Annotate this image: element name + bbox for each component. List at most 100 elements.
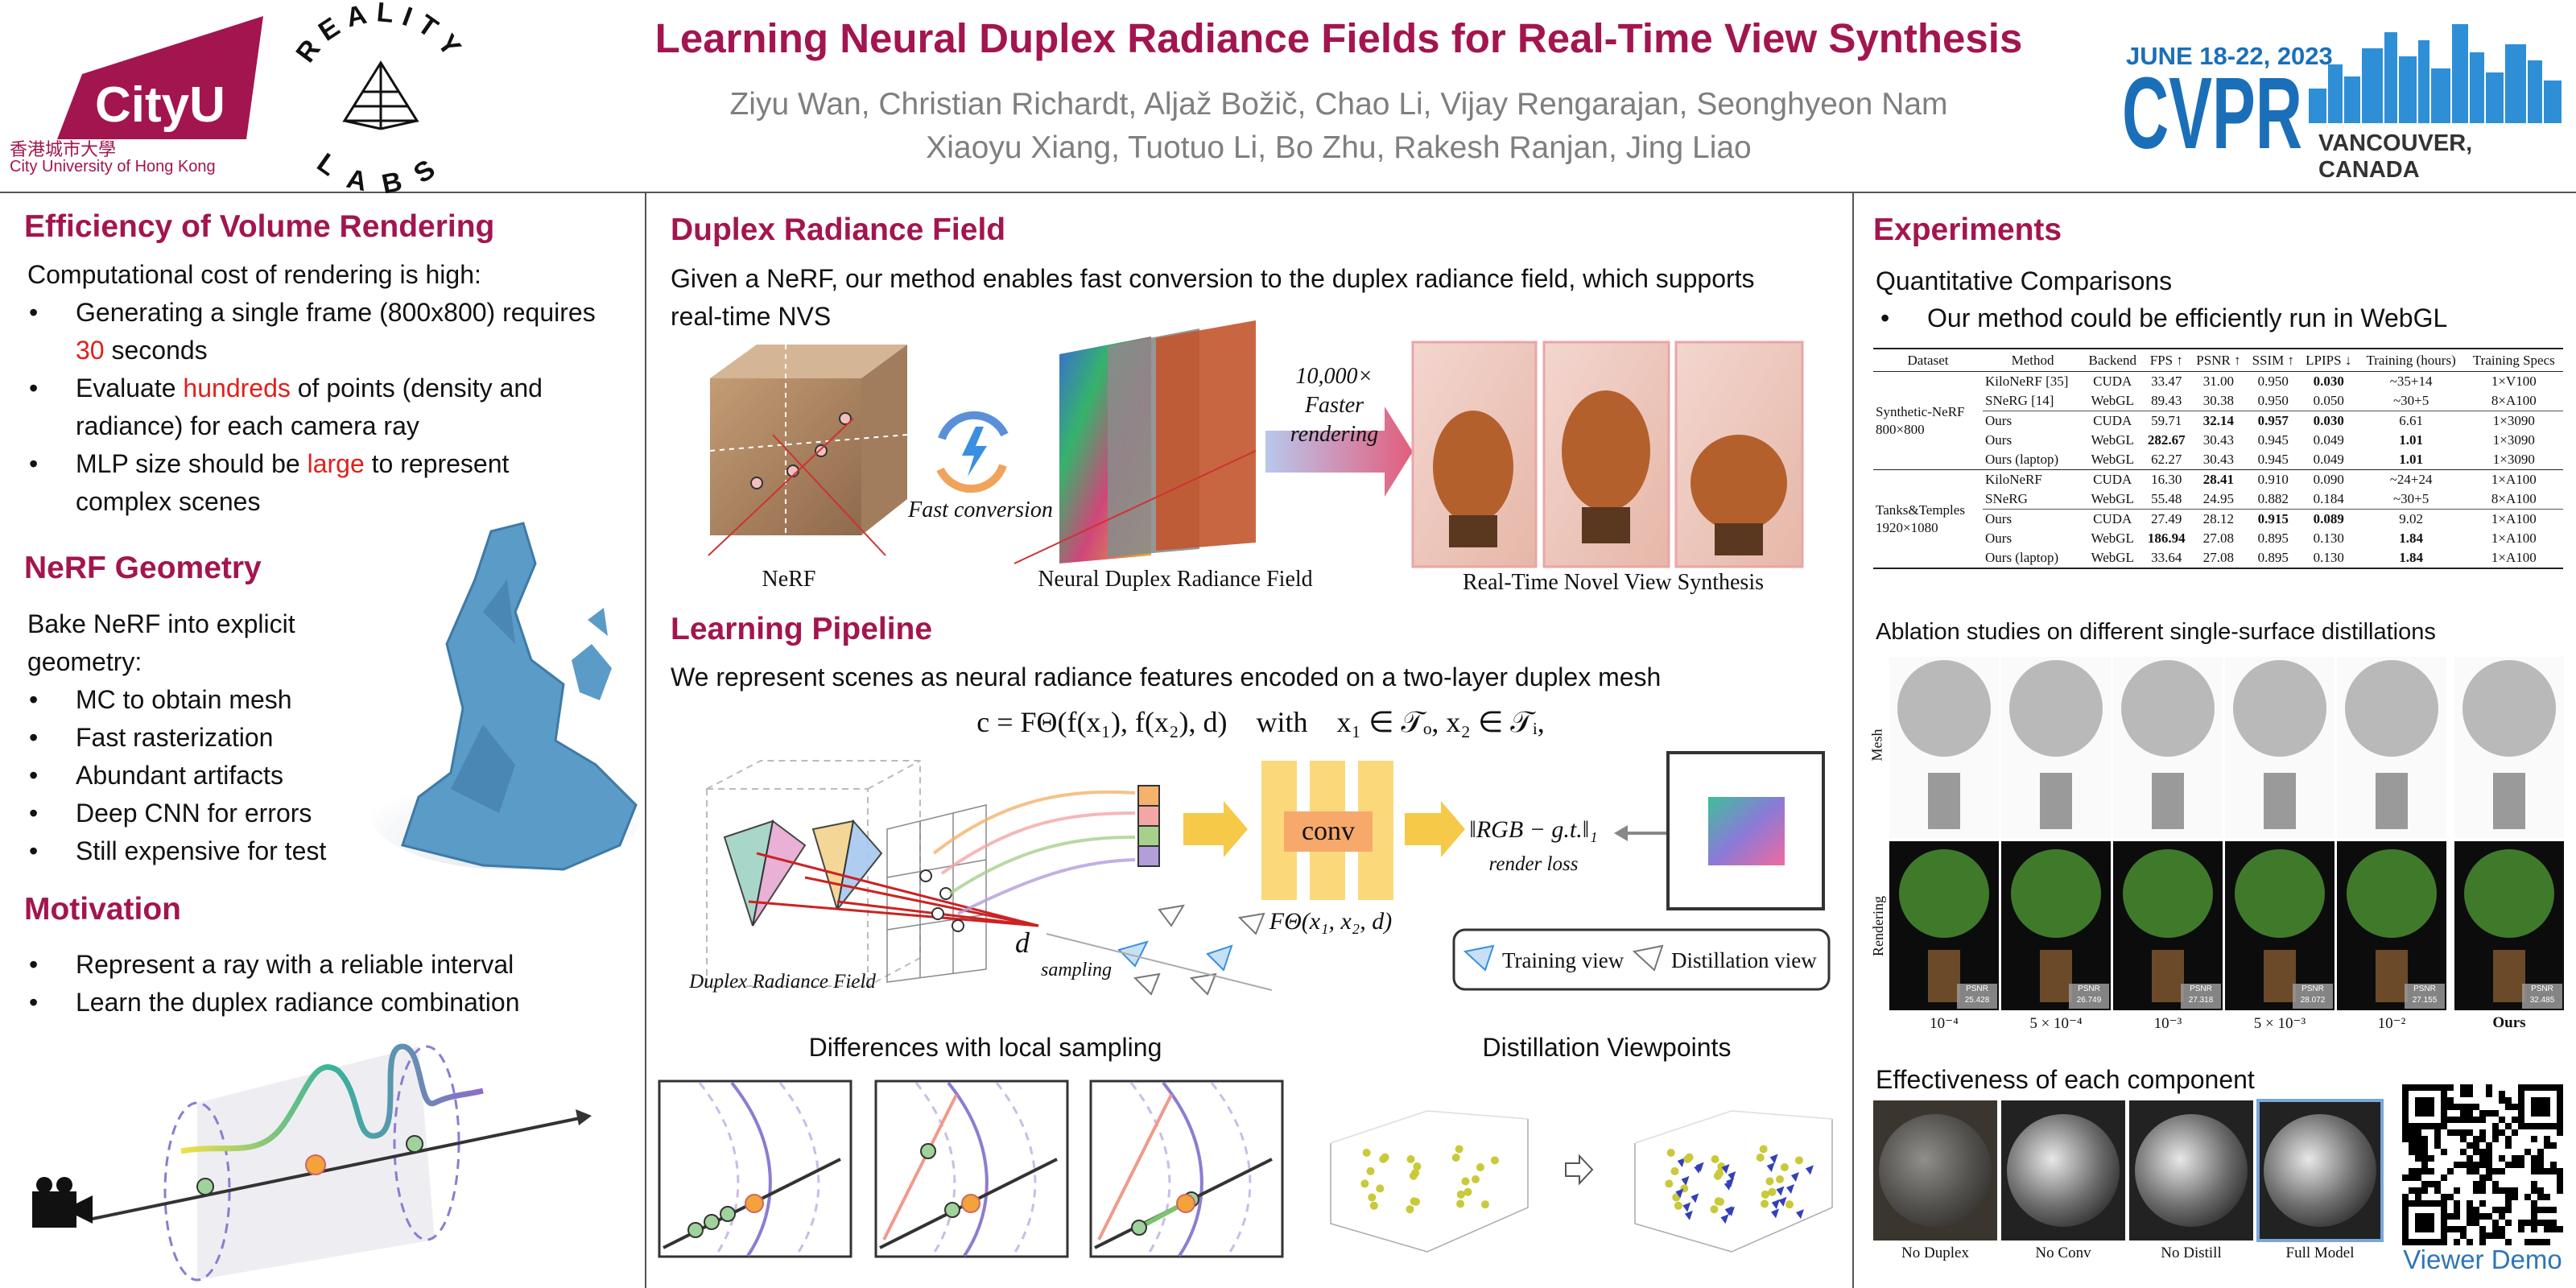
- qr-module: [2531, 1168, 2537, 1174]
- qr-module: [2479, 1149, 2486, 1155]
- qr-module: [2402, 1136, 2409, 1142]
- qr-module: [2409, 1149, 2415, 1155]
- qr-module: [2492, 1136, 2499, 1142]
- pipeline-figure-part-part: [1117, 940, 1149, 968]
- view-point: [1684, 1210, 1693, 1220]
- section-heading: Duplex Radiance Field: [671, 213, 1006, 247]
- psnr-value: 32.485: [2529, 996, 2555, 1005]
- qr-module: [2460, 1117, 2467, 1123]
- qr-module: [2402, 1194, 2409, 1200]
- cityu-english: City University of Hong Kong: [10, 158, 216, 175]
- surface-curve: [947, 1081, 989, 1257]
- view-point: [1413, 1162, 1422, 1171]
- qr-finder: [2415, 1213, 2434, 1232]
- table-cell: ~35+14: [2389, 374, 2433, 389]
- qr-module: [2499, 1117, 2505, 1123]
- table-cell: 0.945: [2257, 432, 2289, 448]
- qr-module: [2434, 1187, 2441, 1194]
- conference-location: VANCOUVER, CANADA: [2318, 130, 2473, 183]
- pipeline-figure-part-part: [804, 876, 1039, 927]
- qr-module: [2512, 1117, 2518, 1123]
- skyline-building: [2452, 24, 2468, 123]
- table-cell: 0.030: [2313, 374, 2344, 389]
- subfigure-title: Distillation Viewpoints: [1482, 1033, 1732, 1062]
- pipeline-figure-part: [1708, 797, 1785, 865]
- view-point: [1769, 1154, 1778, 1164]
- view-point: [1695, 1162, 1704, 1172]
- nerf-mesh-render: [370, 522, 644, 871]
- column-header: Training Specs: [2464, 349, 2563, 372]
- figure-label: FΘ(x₁, x₂, d): [1269, 908, 1393, 935]
- qr-module: [2460, 1226, 2467, 1232]
- qr-module: [2512, 1155, 2518, 1162]
- qr-module: [2473, 1213, 2479, 1220]
- qr-module: [2479, 1155, 2486, 1162]
- qr-module: [2460, 1162, 2467, 1168]
- view-point: [1412, 1197, 1421, 1206]
- figure-label: NeRF: [762, 567, 816, 592]
- bullet-text: seconds: [104, 336, 208, 365]
- qr-module: [2409, 1168, 2415, 1174]
- qr-module: [2473, 1117, 2479, 1123]
- qr-code[interactable]: [2402, 1084, 2563, 1245]
- qr-module: [2505, 1187, 2512, 1194]
- mesh-pot: [2040, 773, 2072, 829]
- pipeline-figure-part-part: [867, 760, 921, 790]
- qr-module: [2467, 1110, 2473, 1117]
- mesh-pot: [1928, 773, 1960, 829]
- qr-module: [2402, 1129, 2409, 1136]
- table-cell: 30.38: [2202, 393, 2235, 408]
- authors: Xiaoyu Xiang, Tuotuo Li, Bo Zhu, Rakesh …: [926, 130, 1752, 165]
- skyline-building: [2309, 89, 2326, 123]
- psnr-box: [1957, 984, 1997, 1009]
- qr-module: [2492, 1110, 2499, 1117]
- sample-point: [720, 1206, 736, 1222]
- table-cell: 0.910: [2246, 469, 2300, 489]
- view-point: [1677, 1158, 1686, 1168]
- nerf-mesh-render-part: [451, 580, 515, 813]
- qr-module: [2415, 1174, 2421, 1181]
- view-point: [1771, 1199, 1780, 1209]
- section-text: Computational cost of rendering is high:: [27, 260, 481, 289]
- view-point: [1785, 1200, 1794, 1209]
- section-heading: Motivation: [24, 892, 181, 927]
- table-cell: 0.950: [2257, 374, 2289, 389]
- subfigure-title: Ablation studies on different single-sur…: [1876, 619, 2436, 645]
- bullet: Still expensive for test: [24, 832, 378, 870]
- qr-module: [2454, 1117, 2460, 1123]
- pipeline-figure-part: [1117, 940, 1233, 972]
- view-point: [1727, 1206, 1736, 1216]
- plot-axes: [1330, 1110, 1529, 1144]
- view-point: [1463, 1187, 1472, 1196]
- demo-link[interactable]: Viewer Demo: [2403, 1245, 2562, 1274]
- qr-module: [2415, 1155, 2421, 1162]
- ablation-column-label: Ours: [2492, 1014, 2526, 1031]
- table-cell: CUDA: [2083, 469, 2143, 489]
- qr-module: [2415, 1194, 2421, 1200]
- view-point: [1682, 1202, 1691, 1212]
- figure-label: Duplex Radiance Field: [689, 971, 876, 993]
- equation: c = FΘ(f(x₁), f(x₂), d) with x₁ ∈ 𝒯ₒ, x₂…: [976, 706, 1545, 738]
- qr-module: [2531, 1200, 2537, 1207]
- qr-module: [2421, 1181, 2428, 1187]
- qr-module: [2544, 1220, 2550, 1226]
- table-row: Tanks&Temples 1920×1080 KiloNeRF CUDA 16.30…: [1873, 469, 2563, 568]
- view-point: [1360, 1179, 1369, 1188]
- qr-module: [2505, 1097, 2512, 1104]
- sample-point: [944, 1202, 960, 1218]
- component-sphere: [2007, 1114, 2120, 1227]
- qr-module: [2454, 1104, 2460, 1110]
- skyline-building: [2344, 76, 2360, 123]
- qr-module: [2421, 1162, 2428, 1168]
- table-cell: 30.43: [2202, 432, 2235, 448]
- pipeline-figure: [706, 751, 1831, 996]
- qr-module: [2467, 1207, 2473, 1213]
- qr-module: [2479, 1162, 2486, 1168]
- qr-module: [2492, 1123, 2499, 1129]
- qr-module: [2524, 1239, 2531, 1245]
- mesh-foliage: [2462, 660, 2556, 757]
- qr-module: [2409, 1142, 2415, 1149]
- render-pot: [1928, 950, 1960, 1002]
- qr-module: [2492, 1226, 2499, 1232]
- sample-point: [704, 1214, 720, 1230]
